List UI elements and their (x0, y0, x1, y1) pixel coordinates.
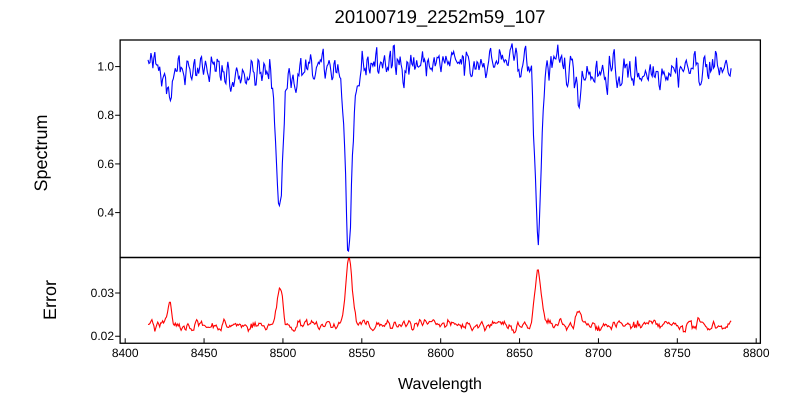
svg-text:Spectrum: Spectrum (31, 114, 51, 191)
svg-text:1.0: 1.0 (97, 60, 114, 74)
svg-text:8650: 8650 (506, 346, 533, 360)
svg-text:8800: 8800 (743, 346, 770, 360)
svg-text:8600: 8600 (427, 346, 454, 360)
svg-text:8700: 8700 (585, 346, 612, 360)
svg-text:0.6: 0.6 (97, 157, 114, 171)
svg-text:20100719_2252m59_107: 20100719_2252m59_107 (335, 6, 546, 27)
svg-text:8750: 8750 (664, 346, 691, 360)
svg-text:8450: 8450 (191, 346, 218, 360)
svg-text:0.4: 0.4 (97, 206, 114, 220)
svg-text:8500: 8500 (270, 346, 297, 360)
svg-text:Wavelength: Wavelength (398, 376, 482, 393)
svg-text:8400: 8400 (112, 346, 139, 360)
svg-text:0.8: 0.8 (97, 108, 114, 122)
svg-text:8550: 8550 (348, 346, 375, 360)
svg-text:Error: Error (40, 280, 60, 320)
svg-text:0.03: 0.03 (91, 286, 115, 300)
svg-text:0.02: 0.02 (91, 329, 115, 343)
